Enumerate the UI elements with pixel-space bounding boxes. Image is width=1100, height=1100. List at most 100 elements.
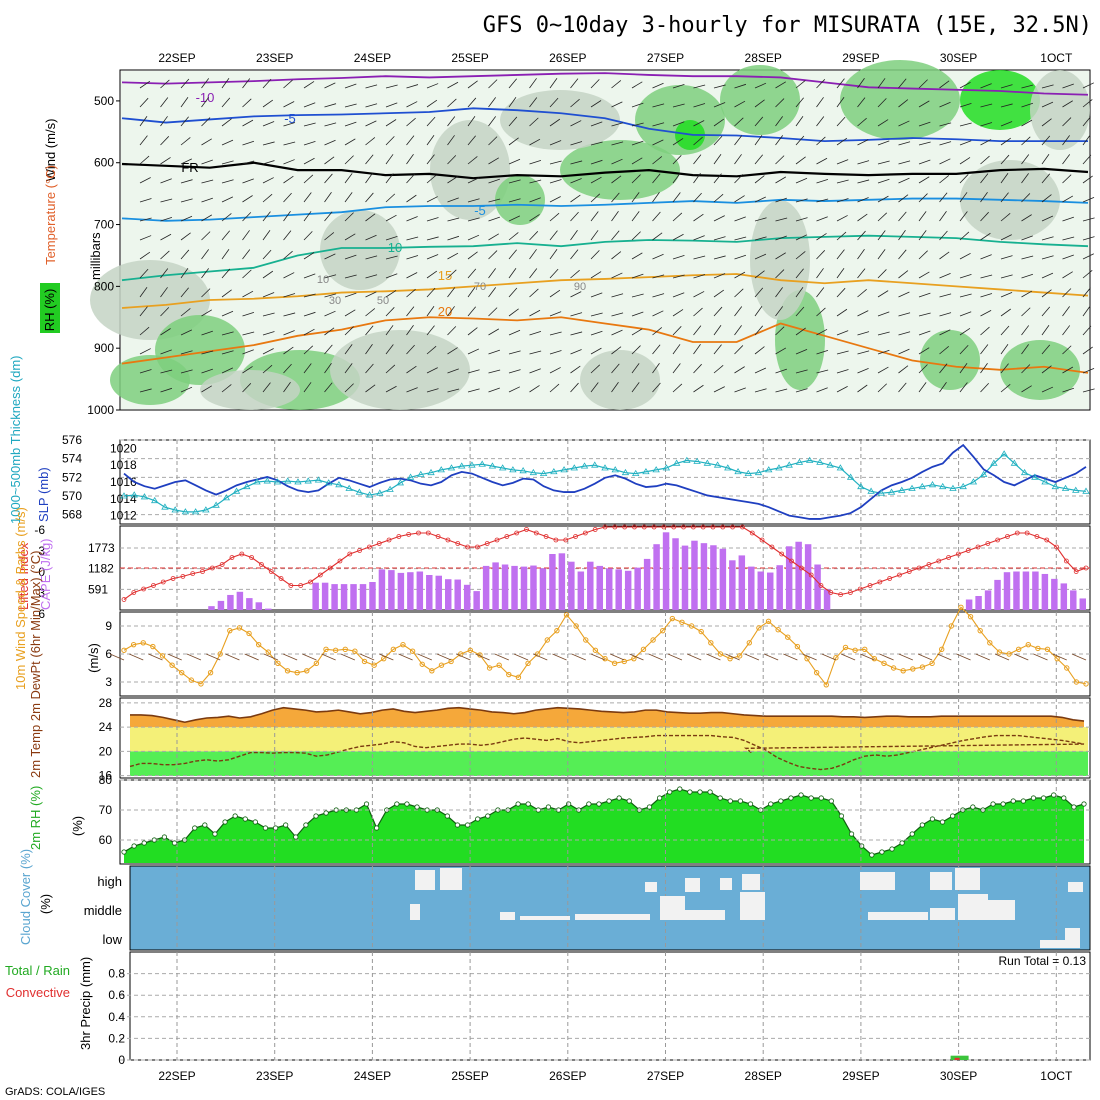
wind-speed-marker xyxy=(881,660,887,667)
surface-wind-barb xyxy=(263,653,279,661)
li-marker xyxy=(553,537,559,543)
wind-barb xyxy=(713,306,723,317)
wind-barb xyxy=(283,230,292,241)
wind-barb xyxy=(549,118,561,127)
wind-barb xyxy=(898,160,911,165)
wind-barb xyxy=(139,348,151,355)
cape-bar xyxy=(596,565,603,610)
wind-barb xyxy=(877,212,888,222)
wind-barb xyxy=(549,289,561,298)
wind-barb xyxy=(980,83,992,89)
li-marker xyxy=(445,537,451,543)
wind-barb xyxy=(570,291,582,298)
wind-barb xyxy=(529,78,537,89)
thickness-marker xyxy=(396,479,405,486)
wind-barb xyxy=(221,213,232,222)
wind-barb xyxy=(611,272,623,279)
wind-barb xyxy=(857,213,868,222)
rh-area xyxy=(124,789,1084,863)
wind-barb xyxy=(590,330,603,336)
rh-marker xyxy=(1030,795,1037,801)
wind-barb xyxy=(385,119,397,127)
wind-barb xyxy=(262,270,274,279)
wind-barb xyxy=(652,274,665,279)
wind-barb xyxy=(180,350,193,355)
wind-barb xyxy=(1021,385,1032,393)
wind-barb xyxy=(385,173,394,184)
precip-legend-convective: Convective xyxy=(6,985,70,1000)
wind-barb xyxy=(426,116,436,127)
wind-barb xyxy=(918,176,930,184)
wind-barb xyxy=(529,288,539,298)
cloud-cover-bar xyxy=(742,874,760,890)
wind-barb xyxy=(303,293,316,298)
cape-bar xyxy=(767,572,774,610)
wind-barb xyxy=(283,122,296,127)
wind-barb xyxy=(385,84,398,89)
wind-barb xyxy=(365,173,373,184)
wind-speed-marker xyxy=(939,646,945,653)
wind-barb xyxy=(447,252,459,260)
wind-barb xyxy=(631,211,640,222)
wind-barb xyxy=(1082,154,1092,165)
surface-wind-barb xyxy=(783,653,798,661)
wind-barb xyxy=(262,99,274,108)
wind-speed-marker xyxy=(727,655,733,662)
wind-barb xyxy=(385,214,397,222)
rh-region xyxy=(330,330,470,410)
wind-barb xyxy=(1041,306,1051,317)
wind-barb xyxy=(713,325,722,336)
li-marker xyxy=(396,534,402,539)
wind-barb xyxy=(590,159,603,165)
wind-barb xyxy=(406,365,417,374)
wind-barb xyxy=(939,211,947,222)
wind-barb xyxy=(467,251,478,260)
thickness-marker xyxy=(969,478,978,485)
wind-barb xyxy=(611,101,623,108)
rh-shading xyxy=(90,60,1090,410)
wind-barb xyxy=(713,215,725,222)
top-date-label: 25SEP xyxy=(451,51,488,65)
wind-barb xyxy=(508,179,521,184)
cape-bar xyxy=(426,575,433,610)
wind-barb xyxy=(344,254,357,260)
wind-barb xyxy=(754,253,767,260)
rh-region xyxy=(720,65,800,135)
wind-barb xyxy=(1082,135,1091,146)
li-marker xyxy=(906,569,912,574)
wind-barb xyxy=(508,329,521,336)
bottom-date-label: 25SEP xyxy=(451,1069,488,1083)
wind-barb xyxy=(324,173,333,184)
wind-barb xyxy=(262,364,273,374)
thickness-marker xyxy=(304,477,312,484)
cape-bar xyxy=(1060,583,1068,610)
wind-barb xyxy=(201,78,210,89)
wind-barb xyxy=(980,326,990,336)
wind-barb xyxy=(262,211,271,222)
wind-barb xyxy=(303,122,316,127)
wind-barb xyxy=(672,383,683,393)
surface-wind-barb xyxy=(321,653,336,661)
wind-barb xyxy=(898,194,909,203)
wind-barb xyxy=(1041,135,1051,146)
wind-barb xyxy=(221,78,230,89)
wind-barb xyxy=(611,122,624,127)
wind-barb xyxy=(1082,99,1093,108)
rh-marker xyxy=(293,834,299,840)
cape-bar xyxy=(757,571,764,610)
wind-barb xyxy=(836,330,849,336)
surface-wind-barb xyxy=(610,653,625,661)
li-marker xyxy=(690,524,696,530)
wind-barb xyxy=(1082,270,1093,279)
wind-plot: 3 6 9 (m/s) xyxy=(86,604,1090,696)
cape-bar xyxy=(814,564,821,610)
wind-barb xyxy=(734,154,742,165)
rh-marker xyxy=(1071,804,1077,810)
cape-bar xyxy=(1070,590,1077,610)
surface-wind-barb xyxy=(417,653,433,661)
li-marker xyxy=(209,565,215,571)
wind-barb xyxy=(1082,196,1095,203)
wind-barb xyxy=(1062,154,1071,165)
bottom-date-axis: 22SEP 23SEP 24SEP 25SEP 26SEP 27SEP 28SEP 29SEP… xyxy=(158,1069,1073,1083)
surface-wind-barb xyxy=(436,653,452,661)
